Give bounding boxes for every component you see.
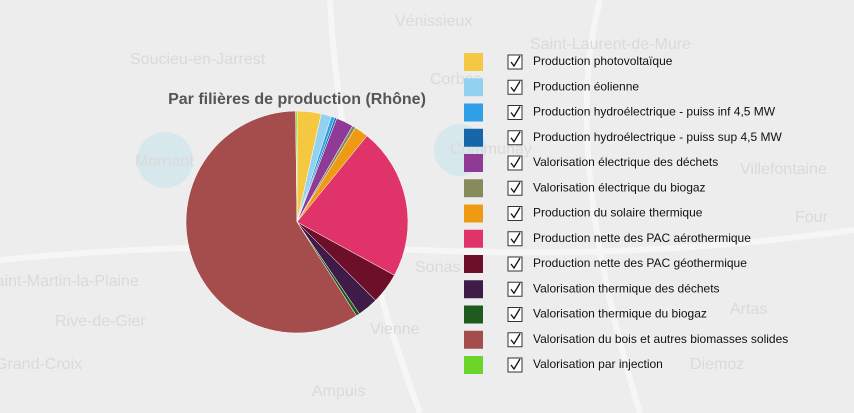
map-marker xyxy=(137,132,193,188)
legend-swatch xyxy=(464,179,483,198)
legend-label: Valorisation du bois et autres biomasses… xyxy=(533,332,788,346)
legend-swatch xyxy=(464,204,483,223)
legend-swatch xyxy=(464,78,483,97)
checkmark xyxy=(510,131,521,143)
legend-swatch xyxy=(464,229,483,248)
checkmark xyxy=(510,257,521,270)
map-label: Vénissieux xyxy=(395,13,472,30)
legend-label: Production hydroélectrique - puiss inf 4… xyxy=(533,105,776,119)
legend-label: Production du solaire thermique xyxy=(533,206,703,220)
legend-label: Production éolienne xyxy=(533,79,639,93)
legend-label: Production nette des PAC aérothermique xyxy=(533,231,751,245)
legend-swatch xyxy=(464,154,483,172)
legend-item[interactable]: Valorisation électrique des déchets xyxy=(464,154,718,172)
legend-item[interactable]: Valorisation par injection xyxy=(464,356,663,374)
map-label: Vienne xyxy=(370,321,420,338)
legend-item[interactable]: Production photovoltaïque xyxy=(464,53,673,71)
checkmark xyxy=(510,55,521,68)
legend-label: Valorisation thermique du biogaz xyxy=(533,307,707,321)
legend-item[interactable]: Production hydroélectrique - puiss sup 4… xyxy=(464,128,782,147)
pie-slice xyxy=(295,110,298,223)
map-label: Grand-Croix xyxy=(0,356,82,373)
legend-item[interactable]: Production nette des PAC géothermique xyxy=(464,255,747,273)
checkmark xyxy=(510,308,521,320)
checkmark xyxy=(510,80,521,93)
legend-swatch xyxy=(464,103,483,122)
legend-item[interactable]: Valorisation du bois et autres biomasses… xyxy=(464,330,788,349)
map-label: Artas xyxy=(730,301,767,318)
checkmark xyxy=(510,358,521,371)
map-label: Villefontaine xyxy=(740,161,827,178)
checkmark xyxy=(510,232,521,244)
legend-item[interactable]: Production nette des PAC aérothermique xyxy=(464,229,751,248)
legend-label: Valorisation thermique des déchets xyxy=(533,281,720,295)
map-label: Soucieu-en-Jarrest xyxy=(130,51,266,68)
map-label: Rive-de-Gier xyxy=(55,313,146,330)
legend-swatch xyxy=(464,330,483,349)
checkmark xyxy=(510,181,521,194)
legend-swatch xyxy=(464,280,483,299)
map-label: Mornant xyxy=(135,153,194,170)
chart-title: Par filières de production (Rhône) xyxy=(168,91,426,108)
legend-swatch xyxy=(464,255,483,273)
legend-item[interactable]: Production éolienne xyxy=(464,78,639,97)
legend-swatch xyxy=(464,53,483,71)
map-label: Saint-Martin-la-Plaine xyxy=(0,273,139,290)
checkmark xyxy=(510,333,521,345)
legend-label: Production hydroélectrique - puiss sup 4… xyxy=(533,130,782,144)
map-label: Sonas xyxy=(415,259,460,276)
legend-label: Production photovoltaïque xyxy=(533,54,673,68)
legend-swatch xyxy=(464,356,483,374)
checkmark xyxy=(510,207,521,219)
map-label: Ampuis xyxy=(312,383,365,400)
checkmark xyxy=(510,156,521,169)
legend-swatch xyxy=(464,128,483,147)
pie-slice xyxy=(296,135,409,276)
checkmark xyxy=(510,106,521,118)
map-label: Saint-Laurent-de-Mure xyxy=(530,36,691,53)
pie-slice xyxy=(185,110,357,334)
legend-label: Production nette des PAC géothermique xyxy=(533,256,747,270)
legend-item[interactable]: Valorisation électrique du biogaz xyxy=(464,179,706,198)
legend-item[interactable]: Valorisation thermique des déchets xyxy=(464,280,720,299)
legend-swatch xyxy=(464,305,483,324)
map-label: Diemoz xyxy=(690,356,744,373)
legend-item[interactable]: Production du solaire thermique xyxy=(464,204,703,223)
legend-label: Valorisation électrique du biogaz xyxy=(533,180,706,194)
legend-label: Valorisation électrique des déchets xyxy=(533,155,718,169)
map-label: Four xyxy=(795,209,829,226)
checkmark xyxy=(510,282,521,295)
legend-item[interactable]: Valorisation thermique du biogaz xyxy=(464,305,707,324)
legend-label: Valorisation par injection xyxy=(533,357,663,371)
legend-item[interactable]: Production hydroélectrique - puiss inf 4… xyxy=(464,103,776,122)
